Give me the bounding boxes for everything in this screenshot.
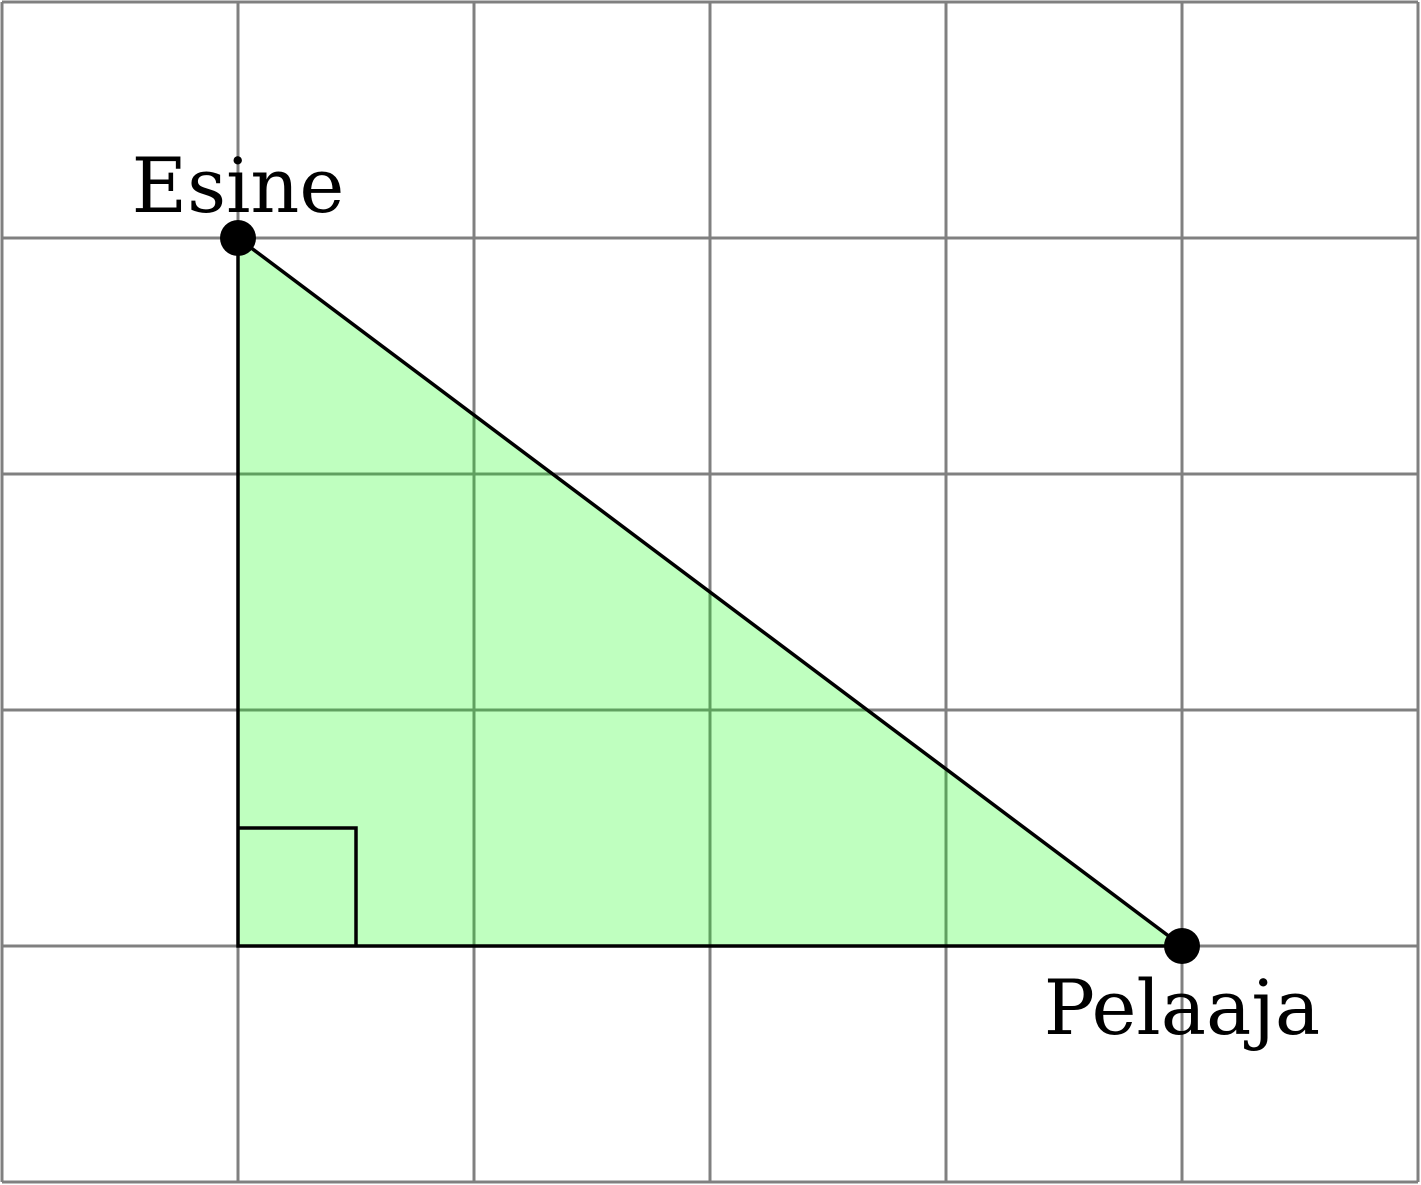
right-triangle — [236, 234, 1188, 948]
object-label: Esine — [132, 141, 345, 230]
player-label: Pelaaja — [1044, 963, 1321, 1052]
object-point — [220, 220, 256, 256]
right-angle-marker — [238, 826, 358, 946]
player-point — [1164, 928, 1200, 964]
